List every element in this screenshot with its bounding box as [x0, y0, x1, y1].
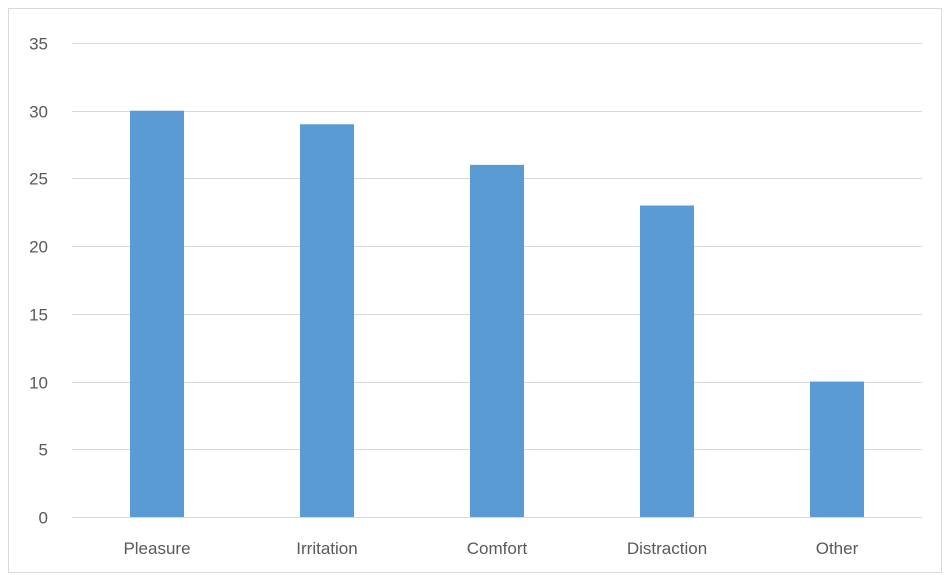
x-tick-label-distraction: Distraction	[627, 539, 707, 558]
bar-pleasure	[130, 110, 184, 517]
x-tick-label-pleasure: Pleasure	[123, 539, 190, 558]
y-tick-label: 30	[29, 103, 48, 122]
bar-irritation	[300, 124, 354, 517]
y-tick-label: 35	[29, 35, 48, 54]
y-tick-label: 10	[29, 374, 48, 393]
bar-comfort	[470, 164, 524, 517]
bars	[130, 110, 864, 517]
bar-other	[810, 381, 864, 517]
y-tick-label: 20	[29, 238, 48, 257]
y-tick-label: 25	[29, 170, 48, 189]
x-tick-label-irritation: Irritation	[296, 539, 357, 558]
x-tick-label-comfort: Comfort	[467, 539, 528, 558]
x-axis-ticks: Pleasure Irritation Comfort Distraction Othe…	[123, 539, 858, 558]
y-axis-ticks: 0 5 10 15 20 25 30 35	[29, 35, 48, 528]
y-tick-label: 15	[29, 306, 48, 325]
y-tick-label: 0	[39, 509, 48, 528]
x-tick-label-other: Other	[816, 539, 859, 558]
bar-distraction	[640, 205, 694, 517]
y-tick-label: 5	[39, 441, 48, 460]
